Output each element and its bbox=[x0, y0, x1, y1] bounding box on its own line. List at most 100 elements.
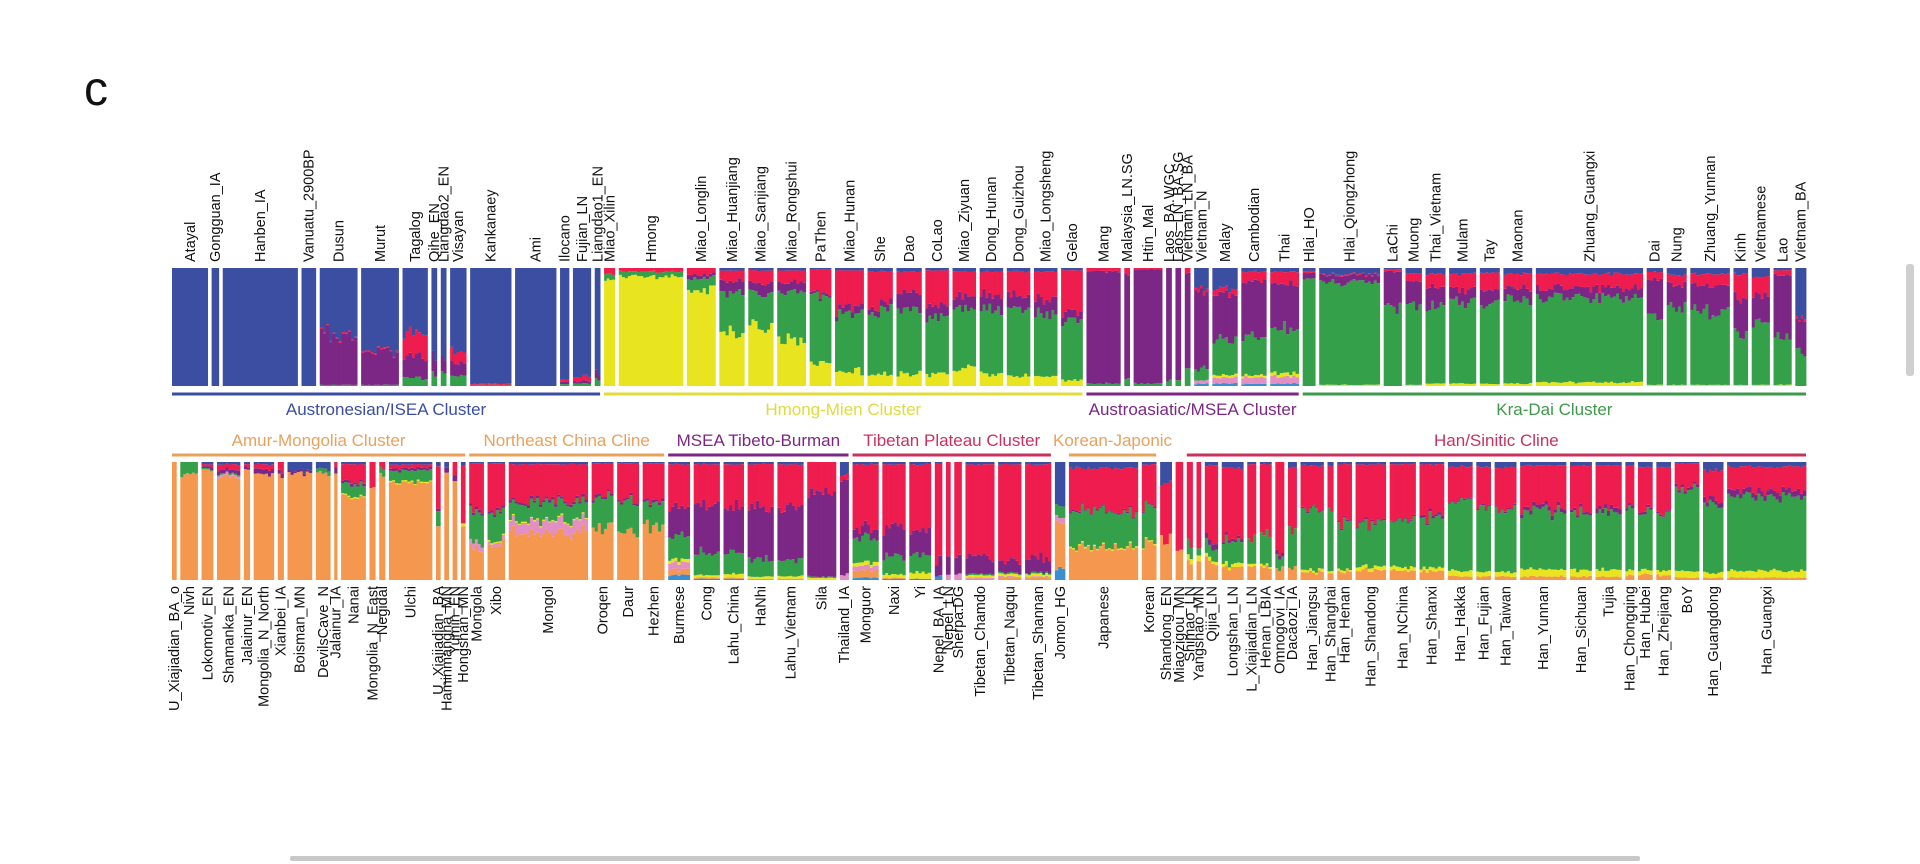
ancestry-segment bbox=[833, 462, 837, 492]
ancestry-segment bbox=[1076, 381, 1080, 386]
ancestry-segment bbox=[1460, 497, 1464, 499]
ancestry-segment bbox=[1250, 563, 1254, 567]
ancestry-segment bbox=[1565, 297, 1569, 383]
ancestry-segment bbox=[1074, 462, 1079, 467]
ancestry-segment bbox=[998, 573, 1002, 576]
ancestry-segment bbox=[1460, 383, 1465, 386]
ancestry-segment bbox=[1361, 268, 1365, 273]
ancestry-segment bbox=[569, 539, 573, 580]
population-label: Vanuatu_2900BP bbox=[302, 149, 318, 262]
ancestry-segment bbox=[925, 268, 929, 271]
ancestry-segment bbox=[350, 340, 355, 385]
ancestry-segment bbox=[1612, 465, 1617, 508]
ancestry-segment bbox=[683, 568, 688, 575]
ancestry-segment bbox=[1669, 385, 1673, 386]
ancestry-segment bbox=[539, 504, 543, 508]
ancestry-segment bbox=[1342, 573, 1347, 580]
ancestry-segment bbox=[1033, 573, 1037, 577]
ancestry-segment bbox=[1345, 570, 1350, 580]
ancestry-segment bbox=[1314, 508, 1319, 573]
ancestry-segment bbox=[1601, 462, 1605, 466]
ancestry-segment bbox=[734, 338, 739, 386]
ancestry-segment bbox=[523, 504, 528, 506]
ancestry-segment bbox=[1469, 497, 1473, 499]
ancestry-segment bbox=[1412, 462, 1416, 464]
ancestry-segment bbox=[1018, 271, 1022, 296]
ancestry-segment bbox=[786, 578, 790, 580]
ancestry-segment bbox=[1204, 532, 1209, 538]
ancestry-segment bbox=[835, 371, 839, 386]
ancestry-segment bbox=[1571, 288, 1575, 298]
ancestry-segment bbox=[710, 462, 715, 465]
ancestry-segment bbox=[1370, 284, 1375, 385]
ancestry-segment bbox=[557, 494, 561, 497]
ancestry-segment bbox=[1419, 572, 1423, 580]
ancestry-segment bbox=[844, 372, 849, 386]
ancestry-segment bbox=[1398, 570, 1402, 580]
ancestry-segment bbox=[1538, 575, 1542, 580]
ancestry-segment bbox=[1401, 567, 1405, 572]
ancestry-segment bbox=[1431, 383, 1435, 386]
ancestry-segment bbox=[1621, 268, 1626, 275]
ancestry-segment bbox=[1562, 462, 1567, 466]
ancestry-segment bbox=[1128, 467, 1133, 506]
ancestry-segment bbox=[177, 268, 182, 386]
ancestry-segment bbox=[481, 383, 486, 385]
ancestry-segment bbox=[1292, 382, 1296, 386]
ancestry-segment bbox=[1395, 271, 1399, 314]
ancestry-segment bbox=[1086, 272, 1090, 384]
ancestry-segment bbox=[1379, 462, 1384, 465]
ancestry-segment bbox=[1556, 272, 1561, 284]
ancestry-segment bbox=[1309, 507, 1313, 509]
ancestry-segment bbox=[872, 529, 876, 539]
ancestry-segment bbox=[876, 317, 881, 374]
ancestry-segment bbox=[810, 576, 814, 578]
ancestry-segment bbox=[1526, 464, 1530, 507]
vertical-scrollbar[interactable] bbox=[1906, 264, 1914, 376]
ancestry-segment bbox=[869, 567, 873, 572]
ancestry-segment bbox=[1612, 511, 1617, 569]
ancestry-segment bbox=[443, 268, 447, 361]
ancestry-segment bbox=[367, 268, 371, 351]
ancestry-segment bbox=[1070, 268, 1074, 271]
ancestry-segment bbox=[1128, 507, 1133, 542]
ancestry-segment bbox=[1361, 273, 1365, 281]
ancestry-segment bbox=[961, 299, 965, 312]
ancestry-segment bbox=[1714, 285, 1718, 317]
ancestry-segment bbox=[1048, 462, 1052, 464]
ancestry-segment bbox=[581, 268, 586, 375]
horizontal-scrollbar[interactable] bbox=[290, 856, 1640, 861]
ancestry-segment bbox=[866, 525, 871, 534]
population-label: Japanese bbox=[1096, 586, 1112, 649]
ancestry-segment bbox=[794, 462, 798, 464]
ancestry-segment bbox=[253, 473, 257, 580]
ancestry-segment bbox=[511, 464, 516, 498]
ancestry-segment bbox=[693, 290, 697, 386]
ancestry-segment bbox=[1398, 302, 1402, 386]
ancestry-segment bbox=[1317, 512, 1322, 569]
ancestry-segment bbox=[1479, 268, 1484, 273]
ancestry-segment bbox=[1113, 513, 1118, 544]
ancestry-segment bbox=[1068, 462, 1073, 468]
ancestry-segment bbox=[991, 577, 995, 580]
ancestry-segment bbox=[1398, 268, 1402, 270]
ancestry-segment bbox=[428, 462, 433, 465]
ancestry-segment bbox=[1790, 491, 1795, 497]
ancestry-segment bbox=[1674, 462, 1679, 464]
ancestry-segment bbox=[1286, 272, 1290, 286]
ancestry-segment bbox=[676, 272, 681, 278]
ancestry-segment bbox=[794, 463, 798, 511]
ancestry-segment bbox=[1711, 496, 1715, 503]
ancestry-segment bbox=[815, 269, 820, 290]
ancestry-segment bbox=[1604, 504, 1608, 508]
ancestry-segment bbox=[1538, 299, 1543, 383]
ancestry-segment bbox=[1009, 271, 1013, 298]
ancestry-segment bbox=[780, 578, 784, 580]
ancestry-segment bbox=[1279, 377, 1284, 384]
ancestry-segment bbox=[526, 523, 531, 525]
population-block bbox=[180, 462, 198, 580]
ancestry-segment bbox=[563, 464, 567, 502]
ancestry-segment bbox=[716, 578, 720, 580]
ancestry-segment bbox=[475, 268, 480, 385]
ancestry-segment bbox=[1643, 462, 1647, 467]
